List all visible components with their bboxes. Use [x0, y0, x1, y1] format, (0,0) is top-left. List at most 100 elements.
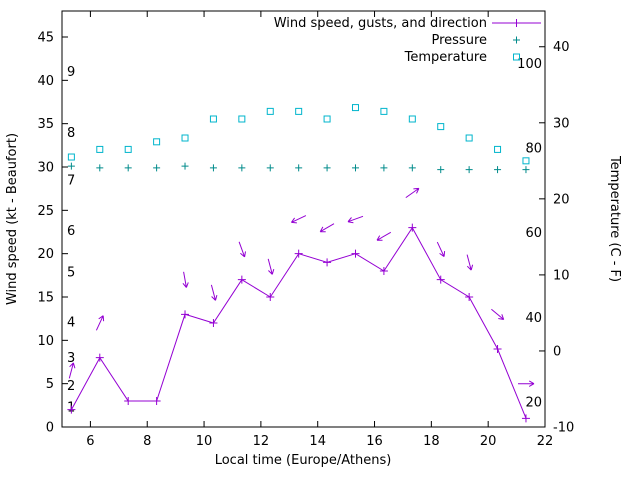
wind-speed-point: [124, 397, 133, 405]
fahrenheit-scale-label: 40: [525, 311, 542, 326]
pressure-point: [266, 164, 274, 172]
pressure-point: [238, 164, 246, 172]
x-tick-label: 10: [196, 434, 213, 449]
y-left-tick-label: 5: [46, 377, 54, 392]
pressure-point: [67, 162, 75, 170]
wind-speed-point: [379, 267, 388, 275]
x-tick-label: 22: [537, 434, 554, 449]
y-right-tick-label: 10: [553, 268, 570, 283]
fahrenheit-scale-label: 80: [525, 141, 542, 156]
y-right-tick-label: 40: [553, 40, 570, 55]
pressure-point: [124, 164, 132, 172]
gust-direction-arrow: [238, 241, 246, 258]
pressure-point: [437, 166, 445, 174]
temperature-point: [522, 157, 530, 165]
y-left-axis-title: Wind speed (kt - Beaufort): [5, 133, 20, 305]
y-left-tick-label: 35: [37, 117, 54, 132]
gust-direction-arrow: [210, 284, 218, 301]
wind-speed-point: [351, 249, 360, 258]
legend-temperature-marker: [513, 53, 520, 61]
beaufort-scale-label: 7: [67, 174, 75, 189]
temperature-point: [437, 123, 445, 131]
pressure-point: [96, 164, 104, 172]
y-left-tick-label: 10: [37, 334, 54, 349]
y-left-tick-label: 0: [46, 421, 54, 436]
fahrenheit-scale-label: 100: [517, 57, 542, 72]
gust-direction-arrow: [267, 258, 275, 275]
legend-pressure-marker: [513, 36, 520, 44]
gust-direction-arrow: [466, 254, 474, 271]
pressure-point: [153, 164, 161, 172]
wind-speed-point: [465, 293, 474, 301]
y-left-tick-label: 20: [37, 247, 54, 262]
y-right-tick-label: 0: [553, 344, 561, 359]
beaufort-scale-label: 5: [67, 265, 75, 280]
x-tick-label: 8: [143, 434, 151, 449]
temperature-point: [181, 134, 189, 142]
legend-label-wind: Wind speed, gusts, and direction: [274, 16, 487, 31]
pressure-point: [181, 162, 189, 170]
y-right-axis-title: Temperature (C - F): [607, 155, 622, 282]
x-tick-label: 16: [366, 434, 383, 449]
wind-speed-point: [95, 353, 104, 362]
pressure-point: [323, 164, 331, 172]
pressure-point: [351, 164, 359, 172]
pressure-point: [465, 166, 473, 174]
wind-speed-point: [521, 414, 530, 423]
pressure-point: [380, 164, 388, 172]
plot-area: 6 8 10 12 14 16 18 20 22051015202530354045-10010…: [37, 10, 574, 449]
wind-speed-point: [266, 293, 275, 301]
x-tick-label: 12: [253, 434, 270, 449]
gust-direction-arrow: [518, 380, 535, 387]
y-left-tick-label: 15: [37, 291, 54, 306]
gust-direction-arrow: [319, 223, 335, 233]
legend-label-pressure: Pressure: [431, 33, 487, 48]
x-tick-label: 20: [480, 434, 497, 449]
temperature-point: [67, 153, 75, 161]
wind-speed-point: [408, 223, 417, 232]
temperature-point: [351, 104, 359, 112]
wind-speed-point: [237, 275, 246, 284]
wind-speed-point: [493, 345, 502, 353]
wind-speed-point: [181, 310, 190, 319]
y-left-tick-label: 25: [37, 204, 54, 219]
temperature-point: [96, 145, 104, 153]
fahrenheit-scale-label: 20: [525, 395, 542, 410]
beaufort-scale-label: 9: [67, 65, 75, 80]
gust-direction-arrow: [290, 215, 307, 224]
temperature-point: [209, 115, 217, 123]
pressure-point: [494, 166, 502, 174]
y-right-tick-label: -10: [553, 421, 574, 436]
wind-speed-point: [323, 258, 332, 267]
gust-direction-arrow: [68, 362, 76, 379]
plot-border: [61, 10, 546, 428]
pressure-point: [295, 164, 303, 172]
wind-speed-point: [209, 319, 218, 327]
gust-direction-arrow: [405, 187, 420, 199]
gust-direction-arrow: [95, 315, 105, 331]
gust-direction-arrow: [347, 215, 364, 224]
temperature-point: [295, 107, 303, 115]
temperature-point: [153, 138, 161, 146]
beaufort-scale-label: 8: [67, 126, 75, 141]
wind-speed-point: [294, 249, 303, 258]
y-left-tick-label: 40: [37, 74, 54, 89]
temperature-point: [124, 145, 132, 153]
legend-label-temperature: Temperature: [404, 50, 487, 65]
gust-direction-arrow: [491, 308, 505, 320]
y-right-tick-label: 20: [553, 192, 570, 207]
x-tick-label: 18: [423, 434, 440, 449]
legend-wind-marker: [512, 19, 521, 27]
y-left-tick-label: 30: [37, 161, 54, 176]
pressure-point: [209, 164, 217, 172]
gust-direction-arrow: [376, 231, 392, 241]
wind-speed-point: [436, 275, 445, 284]
x-axis-title: Local time (Europe/Athens): [215, 453, 392, 468]
beaufort-scale-label: 4: [67, 316, 75, 331]
pressure-point: [408, 164, 416, 172]
y-right-tick-label: 30: [553, 116, 570, 131]
gust-direction-arrow: [182, 271, 189, 288]
temperature-point: [465, 134, 473, 142]
